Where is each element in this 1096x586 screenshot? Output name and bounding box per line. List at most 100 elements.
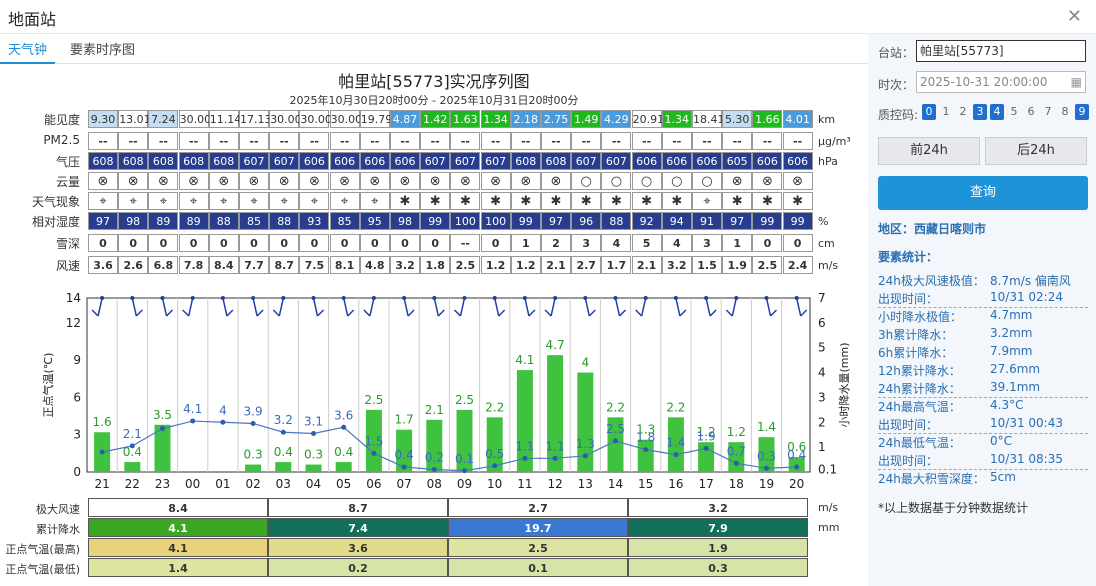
table-cell: -- [541, 132, 571, 150]
wind-barb-dot [643, 296, 648, 300]
summary-row-label: 正点气温(最高) [5, 543, 80, 556]
table-cell: 0 [208, 234, 239, 252]
stat-value: 8.7m/s 偏南风 [990, 274, 1071, 288]
qc-code[interactable]: 3 [973, 104, 987, 120]
qc-code[interactable]: 9 [1075, 104, 1089, 120]
wind-barb-dot [553, 296, 558, 300]
precip-label: 2.2 [666, 400, 685, 414]
wind-barb [161, 297, 168, 317]
temperature-point [341, 424, 347, 430]
precip-bar [245, 464, 262, 472]
table-cell: ✱ [782, 192, 813, 210]
table-cell: 89 [178, 212, 209, 230]
close-icon[interactable]: ✕ [1066, 6, 1082, 27]
table-cell: ⊗ [510, 172, 541, 190]
temperature-point [371, 450, 377, 456]
table-cell: 100 [480, 212, 511, 230]
qc-code[interactable]: 4 [990, 104, 1004, 120]
qc-code[interactable]: 7 [1044, 105, 1052, 118]
wind-barb [187, 297, 194, 317]
table-cell: ○ [571, 172, 602, 190]
wind-barb [278, 297, 285, 317]
summary-row-unit: m/s [818, 501, 839, 514]
table-cell: ⌖ [178, 192, 209, 210]
next-24h-button[interactable]: 后24h [985, 137, 1087, 165]
table-cell: ⊗ [450, 172, 481, 190]
summary-cell: 0.2 [268, 558, 448, 577]
station-input[interactable]: 帕里站[55773] [916, 40, 1086, 62]
query-button[interactable]: 查询 [878, 176, 1088, 210]
table-cell: 0 [420, 234, 451, 252]
tab-element-series[interactable]: 要素时序图 [70, 43, 136, 58]
table-cell: ⌖ [269, 192, 300, 210]
table-cell: 606 [359, 152, 390, 170]
prev-24h-button[interactable]: 前24h [878, 137, 980, 165]
stats-divider [878, 397, 1088, 398]
qc-code[interactable]: 5 [1010, 105, 1018, 118]
qc-code[interactable]: 2 [959, 105, 967, 118]
table-cell: ⊗ [329, 172, 360, 190]
table-cell: 605 [722, 152, 753, 170]
wind-barb-dot [704, 296, 709, 300]
table-cell: 606 [692, 152, 722, 170]
qc-code[interactable]: 0 [922, 104, 936, 120]
table-cell: ✱ [480, 192, 511, 210]
x-tick-label: 22 [125, 477, 140, 490]
left-tick-label: 12 [66, 316, 81, 330]
qc-code[interactable]: 8 [1061, 105, 1069, 118]
x-tick-label: 05 [336, 477, 351, 490]
precip-label: 0.4 [334, 445, 353, 459]
x-tick-label: 18 [729, 477, 744, 490]
wind-barb [363, 309, 371, 317]
table-cell: 0 [299, 234, 330, 252]
table-cell: 1.8 [420, 256, 451, 274]
table-cell: 0 [480, 234, 511, 252]
row-label: 气压 [55, 155, 80, 169]
temperature-label: 0.1 [455, 452, 474, 466]
temperature-label: 3.6 [334, 408, 353, 422]
x-tick-label: 03 [276, 477, 291, 490]
precip-label: 0.6 [787, 440, 806, 454]
table-cell: 88 [601, 212, 632, 230]
table-cell: 2.5 [752, 256, 783, 274]
stat-label: 出现时间： [878, 292, 939, 306]
x-tick-label: 21 [94, 477, 109, 490]
temperature-label: 0.5 [485, 447, 504, 461]
stats-title: 要素统计： [878, 250, 939, 264]
qc-code[interactable]: 1 [942, 105, 950, 118]
precip-label: 0.4 [274, 445, 293, 459]
table-cell: ✱ [601, 192, 632, 210]
row-unit: μg/m³ [818, 135, 851, 148]
precip-label: 0.3 [304, 448, 323, 462]
stat-label: 3h累计降水： [878, 328, 954, 342]
time-label: 时次： [878, 78, 915, 92]
precip-label: 1.7 [395, 413, 414, 427]
summary-row-label: 累计降水 [36, 523, 80, 536]
table-cell: 606 [661, 152, 692, 170]
station-label: 台站： [878, 46, 915, 60]
chart-area: 帕里站[55773]实况序列图 2025年10月30日20时00分 - 2025… [0, 64, 868, 586]
time-input[interactable]: 2025-10-31 20:00:00 ▦ [916, 71, 1086, 93]
table-cell: 3.2 [390, 256, 420, 274]
stat-value: 10/31 00:43 [990, 416, 1063, 430]
precip-bar [305, 464, 322, 472]
table-cell: 1 [722, 234, 753, 252]
wind-barb [618, 309, 627, 317]
x-tick-label: 06 [366, 477, 381, 490]
table-cell: 92 [631, 212, 662, 230]
table-cell: 2.1 [631, 256, 662, 274]
table-cell: 1.2 [480, 256, 511, 274]
precip-bar [124, 462, 141, 472]
qc-label: 质控码: [878, 108, 919, 122]
summary-cell: 0.1 [448, 558, 628, 577]
table-cell: 606 [329, 152, 360, 170]
tab-weather-clock[interactable]: 天气钟 [0, 40, 56, 64]
qc-code[interactable]: 6 [1027, 105, 1035, 118]
wind-barb [342, 297, 349, 317]
calendar-icon[interactable]: ▦ [1070, 75, 1082, 89]
temperature-label: 0.3 [757, 449, 776, 463]
summary-row-label: 正点气温(最低) [5, 563, 80, 576]
table-cell: -- [148, 132, 179, 150]
right-tick-label: 3 [818, 390, 826, 404]
temperature-point [764, 465, 769, 471]
